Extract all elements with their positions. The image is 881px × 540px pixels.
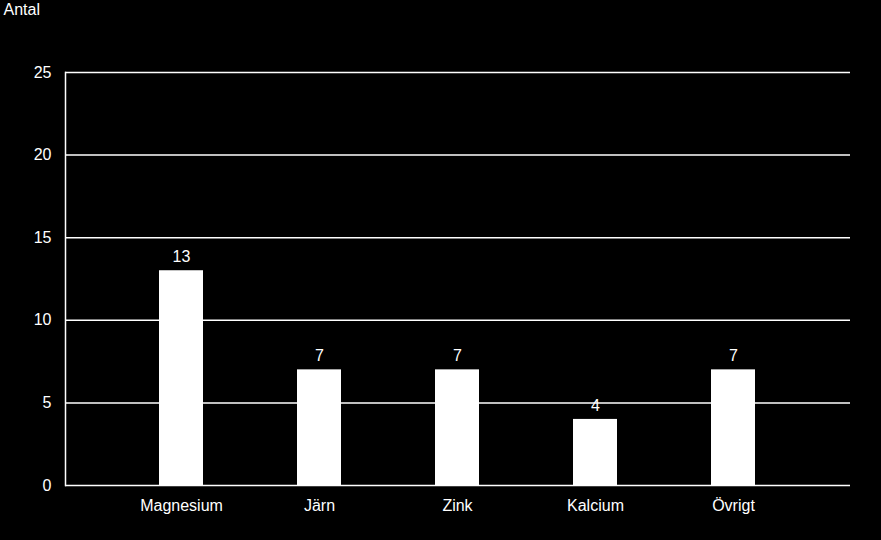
- svg-text:10: 10: [34, 311, 52, 328]
- svg-text:25: 25: [34, 64, 52, 81]
- svg-text:7: 7: [315, 347, 324, 364]
- svg-text:Järn: Järn: [304, 497, 335, 514]
- svg-text:Magnesium: Magnesium: [140, 497, 223, 514]
- svg-text:0: 0: [43, 477, 52, 494]
- svg-text:Kalcium: Kalcium: [567, 497, 624, 514]
- svg-text:7: 7: [453, 347, 462, 364]
- svg-text:7: 7: [729, 347, 738, 364]
- svg-text:Antal: Antal: [4, 1, 40, 18]
- svg-text:4: 4: [591, 397, 600, 414]
- svg-text:15: 15: [34, 229, 52, 246]
- svg-text:20: 20: [34, 146, 52, 163]
- svg-text:Zink: Zink: [442, 497, 473, 514]
- svg-text:Övrigt: Övrigt: [712, 497, 755, 514]
- svg-text:13: 13: [173, 248, 191, 265]
- svg-text:5: 5: [43, 394, 52, 411]
